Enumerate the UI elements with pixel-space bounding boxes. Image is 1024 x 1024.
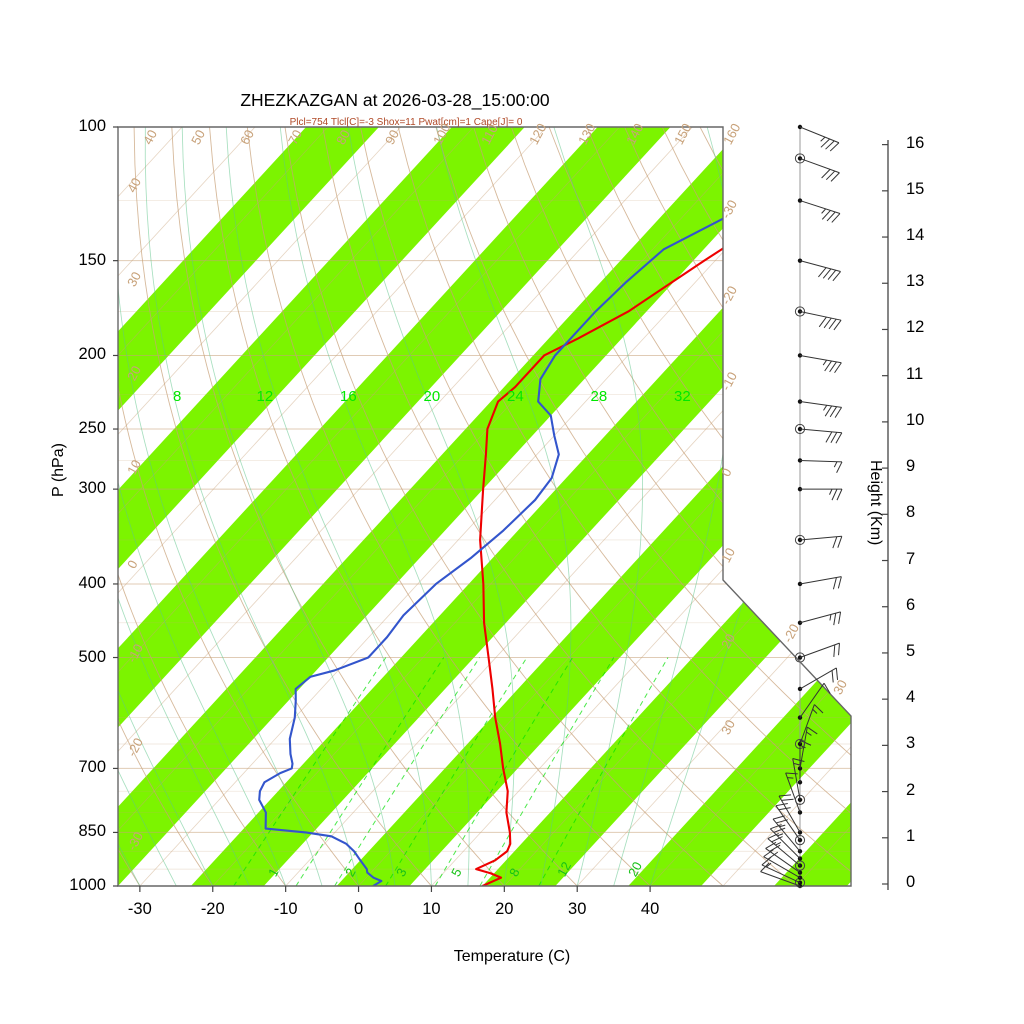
height-tick-0: 0 (906, 873, 916, 891)
height-tick-5: 5 (906, 641, 916, 660)
height-tick-2: 2 (906, 780, 916, 799)
wind-barb (763, 849, 803, 880)
page-title: ZHEZKAZGAN at 2026-03-28_15:00:00 (240, 90, 550, 110)
pressure-tick-300: 300 (78, 479, 106, 498)
wind-barb (797, 353, 842, 374)
isotherm-label-24: 24 (507, 388, 524, 405)
wind-barb (775, 802, 806, 846)
pressure-tick-400: 400 (78, 573, 106, 592)
wind-barb (797, 667, 839, 692)
wind-barb (794, 534, 843, 549)
pressure-tick-850: 850 (78, 822, 106, 841)
temperature-tick-20: 20 (495, 900, 514, 918)
wind-barb (797, 486, 843, 501)
height-tick-13: 13 (906, 272, 925, 291)
wind-barb (797, 198, 841, 223)
height-tick-12: 12 (906, 318, 925, 337)
height-tick-15: 15 (906, 179, 925, 198)
wind-barb (797, 576, 842, 590)
sounding-dewpoint-trace (258, 127, 851, 886)
isotherm-label-12: 12 (256, 388, 274, 405)
height-tick-10: 10 (906, 410, 925, 429)
height-tick-1: 1 (906, 826, 916, 845)
pressure-tick-250: 250 (78, 419, 106, 438)
isotherm-label-16: 16 (340, 388, 357, 405)
temperature-tick--10: -10 (273, 900, 298, 918)
isotherm-label-28: 28 (590, 388, 608, 405)
pressure-tick-100: 100 (78, 117, 106, 135)
height-tick-8: 8 (906, 503, 916, 522)
wind-barb (769, 824, 803, 861)
wind-barb (797, 124, 840, 152)
temperature-tick-40: 40 (640, 900, 660, 918)
pressure-tick-1000: 1000 (69, 876, 106, 894)
height-tick-11: 11 (906, 364, 924, 383)
height-tick-4: 4 (906, 688, 916, 707)
indices-subtitle: Plcl=754 Tlcl[C]=-3 Shox=11 Pwat[cm]=1 C… (289, 117, 523, 128)
wind-barb (794, 306, 842, 331)
wind-barb (794, 423, 843, 444)
temperature-tick-30: 30 (568, 900, 587, 918)
sounding-temperature-trace (475, 127, 851, 886)
pressure-tick-500: 500 (78, 647, 106, 666)
temperature-tick--20: -20 (200, 900, 225, 918)
wind-barb (797, 682, 831, 720)
wind-barb (794, 153, 840, 182)
wind-barb (797, 726, 818, 771)
temperature-axis-label: Temperature (C) (453, 948, 571, 965)
isotherm-label-8: 8 (173, 388, 182, 405)
wind-barb (794, 704, 824, 750)
height-tick-16: 16 (906, 133, 925, 152)
pressure-tick-700: 700 (78, 758, 106, 777)
pressure-tick-200: 200 (78, 345, 106, 364)
wind-barb (797, 399, 843, 418)
wind-barb (794, 642, 840, 663)
temperature-tick-10: 10 (422, 900, 441, 918)
height-tick-14: 14 (906, 226, 925, 245)
height-tick-3: 3 (906, 734, 916, 753)
height-tick-7: 7 (906, 549, 916, 568)
height-tick-6: 6 (906, 595, 916, 614)
isotherm-label-20: 20 (423, 388, 441, 405)
pressure-tick-150: 150 (78, 250, 106, 269)
wind-barb (792, 758, 806, 805)
wind-barb (797, 258, 841, 282)
temperature-tick-0: 0 (353, 900, 364, 918)
wind-barb (765, 841, 803, 875)
wind-barb (797, 458, 843, 473)
wind-barb (767, 832, 806, 871)
wind-barb (778, 794, 803, 835)
isotherm-label-32: 32 (674, 388, 691, 405)
wind-barb (797, 611, 842, 626)
temperature-tick--30: -30 (127, 900, 152, 918)
height-tick-9: 9 (906, 457, 916, 476)
